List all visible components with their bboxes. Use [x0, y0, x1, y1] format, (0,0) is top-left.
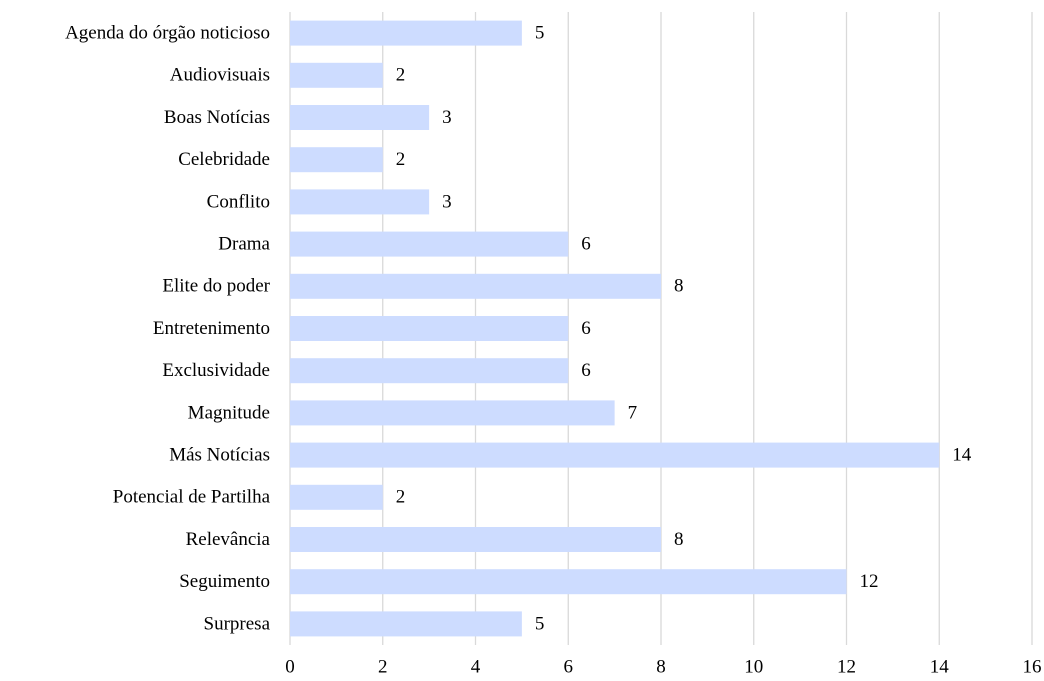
- y-tick-label: Drama: [218, 233, 270, 254]
- y-tick-label: Elite do poder: [162, 276, 270, 297]
- data-label: 12: [860, 571, 879, 592]
- data-label: 3: [442, 107, 452, 128]
- data-label: 3: [442, 191, 452, 212]
- data-label: 6: [581, 233, 591, 254]
- y-tick-label: Celebridade: [178, 149, 270, 170]
- y-tick-label: Relevância: [186, 529, 271, 550]
- data-label: 14: [952, 444, 972, 465]
- data-label: 5: [535, 22, 545, 43]
- data-label: 8: [674, 529, 684, 550]
- x-tick-label: 2: [378, 656, 388, 677]
- data-label: 7: [628, 402, 638, 423]
- bar: [290, 20, 522, 46]
- data-label: 8: [674, 276, 684, 297]
- bar: [290, 442, 940, 468]
- bar: [290, 316, 569, 341]
- x-tick-label: 8: [656, 656, 666, 677]
- data-label: 2: [396, 65, 406, 86]
- bar: [290, 231, 569, 257]
- bar: [290, 358, 569, 384]
- x-tick-label: 4: [471, 656, 481, 677]
- y-tick-label: Exclusividade: [162, 360, 270, 381]
- y-tick-label: Conflito: [207, 191, 270, 212]
- bar: [290, 147, 383, 173]
- x-tick-label: 10: [744, 656, 763, 677]
- y-tick-label: Más Notícias: [169, 444, 270, 465]
- y-tick-label: Agenda do órgão noticioso: [65, 22, 270, 43]
- bar: [290, 62, 383, 88]
- y-tick-label: Magnitude: [188, 402, 270, 423]
- data-label: 2: [396, 487, 406, 508]
- y-tick-label: Surpresa: [204, 613, 271, 634]
- bar: [290, 569, 847, 595]
- x-tick-label: 14: [930, 656, 950, 677]
- x-tick-label: 12: [837, 656, 856, 677]
- data-label: 2: [396, 149, 406, 170]
- bar: [290, 611, 522, 637]
- x-tick-label: 16: [1023, 656, 1042, 677]
- y-tick-label: Entretenimento: [153, 318, 270, 339]
- data-label: 6: [581, 318, 591, 339]
- x-tick-label: 6: [564, 656, 574, 677]
- bar: [290, 189, 430, 215]
- x-tick-label: 0: [285, 656, 295, 677]
- y-tick-label: Audiovisuais: [170, 65, 270, 86]
- bar: [290, 105, 430, 130]
- y-tick-label: Boas Notícias: [164, 107, 270, 128]
- bar: [290, 527, 661, 552]
- y-tick-label: Potencial de Partilha: [113, 487, 271, 508]
- bar: [290, 273, 661, 299]
- data-label: 6: [581, 360, 591, 381]
- bar: [290, 484, 383, 510]
- data-label: 5: [535, 613, 545, 634]
- bar: [290, 400, 615, 426]
- y-tick-label: Seguimento: [179, 571, 270, 592]
